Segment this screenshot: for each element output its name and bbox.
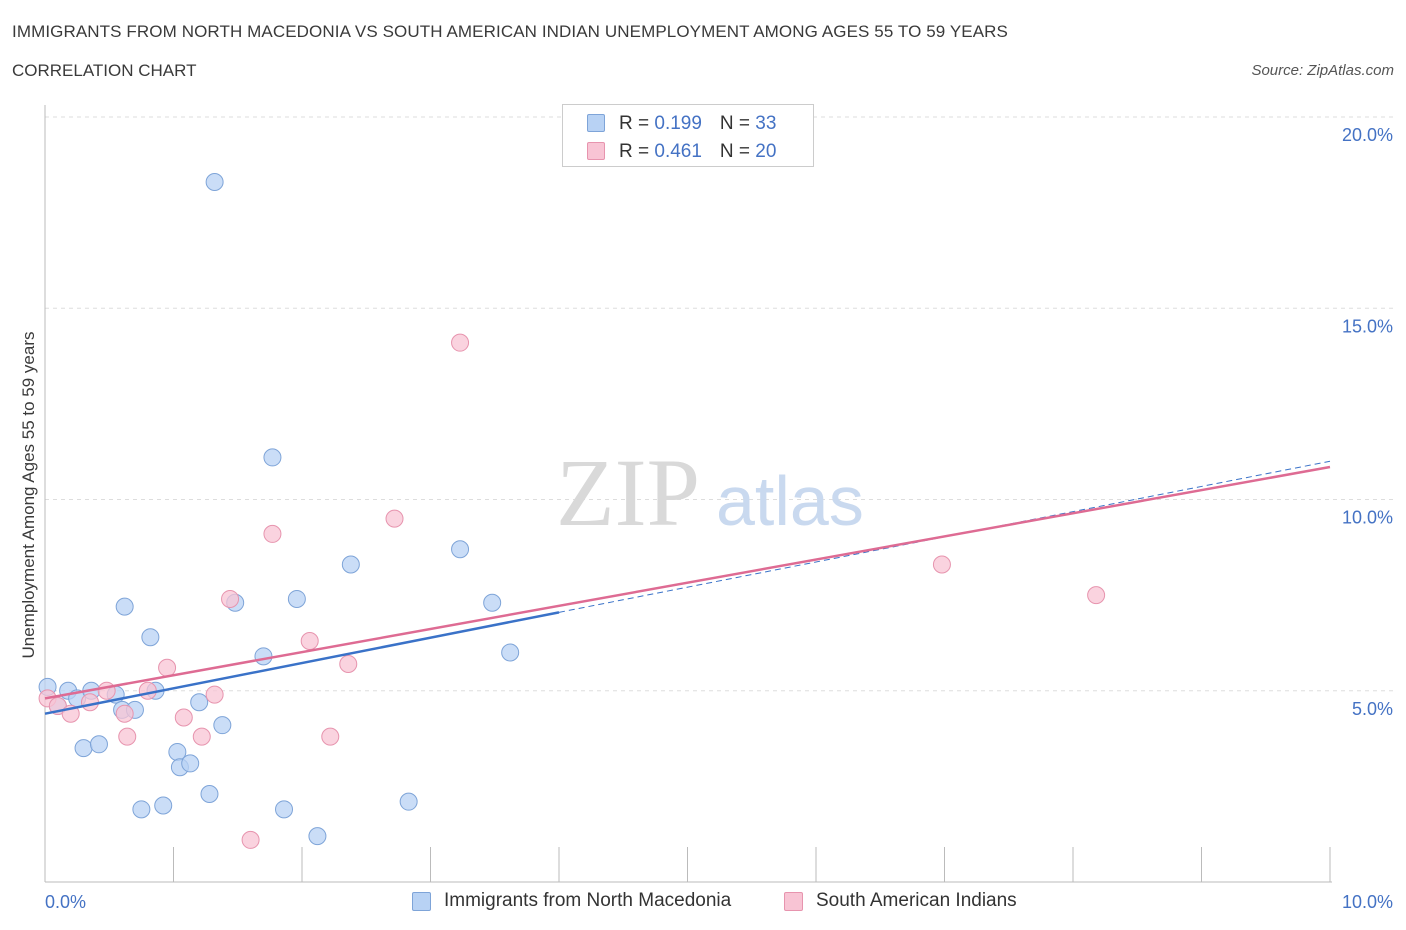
data-point-north-macedonia[interactable] bbox=[74, 739, 93, 758]
series-legend: Immigrants from North Macedonia South Am… bbox=[0, 888, 1406, 916]
y-tick-label: 10.0% bbox=[1342, 508, 1393, 528]
watermark-zip: ZIP bbox=[556, 439, 700, 546]
data-point-south-american-indians[interactable] bbox=[115, 704, 134, 723]
data-point-north-macedonia[interactable] bbox=[154, 796, 173, 815]
n-value: 33 bbox=[755, 113, 777, 134]
stats-legend-text: R = 0.461 N = 20 bbox=[619, 141, 776, 163]
axes-layer: 5.0% 10.0% 15.0% 20.0% 0.0% 10.0% bbox=[44, 105, 1393, 912]
n-label: N = bbox=[719, 113, 756, 134]
data-point-south-american-indians[interactable] bbox=[339, 654, 358, 673]
data-point-south-american-indians[interactable] bbox=[241, 830, 260, 849]
data-point-north-macedonia[interactable] bbox=[254, 647, 273, 666]
chart-subtitle: CORRELATION CHART bbox=[12, 61, 197, 80]
trend-line-blue bbox=[44, 611, 560, 715]
data-point-north-macedonia[interactable] bbox=[263, 448, 282, 467]
stats-legend-text: R = 0.199 N = 33 bbox=[619, 113, 776, 135]
data-point-south-american-indians[interactable] bbox=[263, 524, 282, 543]
legend-swatch-pink bbox=[784, 892, 803, 911]
data-point-south-american-indians[interactable] bbox=[192, 727, 211, 746]
r-value: 0.461 bbox=[654, 141, 702, 162]
r-label: R = bbox=[619, 113, 655, 134]
data-point-north-macedonia[interactable] bbox=[451, 540, 470, 559]
data-point-north-macedonia[interactable] bbox=[132, 800, 151, 819]
data-point-north-macedonia[interactable] bbox=[141, 628, 160, 647]
data-point-south-american-indians[interactable] bbox=[205, 685, 224, 704]
data-point-north-macedonia[interactable] bbox=[181, 754, 200, 773]
data-point-north-macedonia[interactable] bbox=[341, 555, 360, 574]
data-point-south-american-indians[interactable] bbox=[385, 509, 404, 528]
data-point-south-american-indians[interactable] bbox=[97, 681, 116, 700]
data-point-south-american-indians[interactable] bbox=[451, 333, 470, 352]
data-point-north-macedonia[interactable] bbox=[115, 597, 134, 616]
legend-swatch-blue bbox=[412, 892, 431, 911]
r-label: R = bbox=[619, 141, 655, 162]
legend-swatch-blue bbox=[587, 114, 605, 132]
data-point-south-american-indians[interactable] bbox=[158, 658, 177, 677]
watermark-atlas: atlas bbox=[716, 462, 864, 540]
data-point-south-american-indians[interactable] bbox=[321, 727, 340, 746]
data-point-north-macedonia[interactable] bbox=[308, 827, 327, 846]
data-point-north-macedonia[interactable] bbox=[287, 589, 306, 608]
r-value: 0.199 bbox=[654, 113, 702, 134]
y-axis-label: Unemployment Among Ages 55 to 59 years bbox=[19, 332, 38, 659]
x-tick-label: 0.0% bbox=[45, 892, 86, 912]
y-tick-label: 5.0% bbox=[1352, 699, 1393, 719]
data-point-north-macedonia[interactable] bbox=[213, 716, 232, 735]
grid-layer bbox=[45, 116, 1395, 692]
legend-swatch-pink bbox=[587, 142, 605, 160]
data-point-south-american-indians[interactable] bbox=[221, 589, 240, 608]
data-point-south-american-indians[interactable] bbox=[138, 681, 157, 700]
data-point-north-macedonia[interactable] bbox=[483, 593, 502, 612]
chart-title: IMMIGRANTS FROM NORTH MACEDONIA VS SOUTH… bbox=[12, 22, 1008, 41]
legend-label: South American Indians bbox=[816, 890, 1017, 911]
y-tick-label: 15.0% bbox=[1342, 316, 1393, 336]
data-point-south-american-indians[interactable] bbox=[300, 632, 319, 651]
data-point-north-macedonia[interactable] bbox=[190, 693, 209, 712]
data-point-north-macedonia[interactable] bbox=[501, 643, 520, 662]
data-point-north-macedonia[interactable] bbox=[205, 173, 224, 192]
legend-label: Immigrants from North Macedonia bbox=[444, 890, 732, 911]
x-tick-label: 10.0% bbox=[1342, 892, 1393, 912]
data-point-south-american-indians[interactable] bbox=[932, 555, 951, 574]
points-layer bbox=[38, 173, 1106, 849]
data-point-south-american-indians[interactable] bbox=[118, 727, 137, 746]
trend-line-pink bbox=[44, 465, 1331, 700]
trend-layer bbox=[44, 460, 1331, 715]
data-point-north-macedonia[interactable] bbox=[399, 792, 418, 811]
n-label: N = bbox=[719, 141, 756, 162]
data-point-north-macedonia[interactable] bbox=[275, 800, 294, 819]
stats-legend: R = 0.199 N = 33 R = 0.461 N = 20 bbox=[562, 104, 814, 167]
data-point-south-american-indians[interactable] bbox=[1087, 586, 1106, 605]
data-point-south-american-indians[interactable] bbox=[80, 693, 99, 712]
source-label: Source: ZipAtlas.com bbox=[1251, 62, 1394, 79]
n-value: 20 bbox=[755, 141, 777, 162]
data-point-north-macedonia[interactable] bbox=[200, 785, 219, 804]
data-point-north-macedonia[interactable] bbox=[89, 735, 108, 754]
y-tick-label: 20.0% bbox=[1342, 125, 1393, 145]
data-point-south-american-indians[interactable] bbox=[174, 708, 193, 727]
